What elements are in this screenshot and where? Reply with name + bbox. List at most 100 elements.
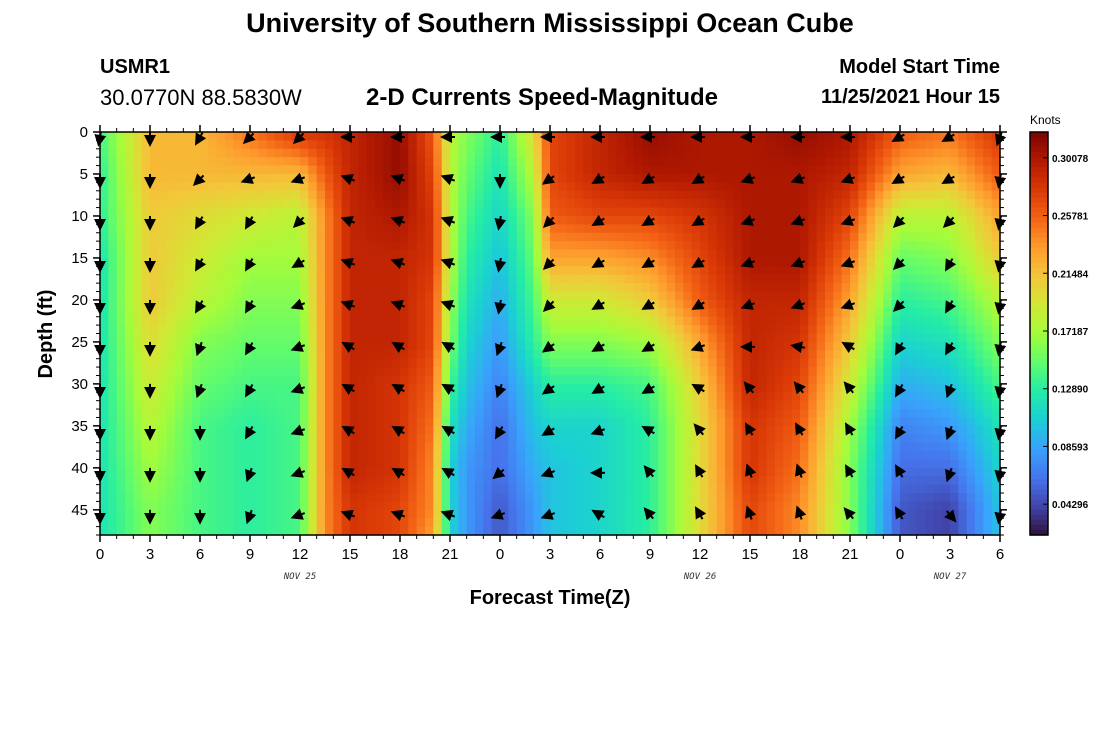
heatmap-cell [633, 434, 643, 444]
heatmap-cell [400, 493, 409, 503]
heatmap-cell [700, 182, 709, 192]
heatmap-cell [175, 266, 184, 276]
heatmap-cell [350, 308, 359, 318]
heatmap-cell [166, 148, 176, 158]
heatmap-cell [200, 425, 209, 435]
heatmap-cell [508, 325, 518, 335]
heatmap-cell [475, 249, 484, 259]
heatmap-cell [200, 291, 209, 301]
heatmap-cell [658, 417, 668, 427]
heatmap-cell [458, 358, 468, 368]
heatmap-cell [758, 358, 768, 368]
heatmap-cell [433, 257, 443, 267]
heatmap-cell [508, 173, 518, 183]
heatmap-cell [675, 417, 684, 427]
heatmap-cell [750, 451, 759, 461]
heatmap-cell [958, 241, 968, 251]
heatmap-cell [141, 484, 151, 494]
heatmap-cell [650, 291, 659, 301]
heatmap-cell [216, 157, 226, 167]
heatmap-cell [375, 232, 384, 242]
heatmap-cell [375, 417, 384, 427]
heatmap-cell [100, 451, 109, 461]
heatmap-cell [383, 274, 393, 284]
heatmap-cell [700, 249, 709, 259]
heatmap-cell [983, 232, 993, 242]
heatmap-cell [616, 283, 626, 293]
heatmap-cell [558, 215, 568, 225]
heatmap-cell [658, 484, 668, 494]
heatmap-cell [966, 459, 976, 469]
heatmap-cell [525, 501, 534, 511]
heatmap-cell [425, 341, 434, 351]
heatmap-cell [700, 451, 709, 461]
heatmap-cell [725, 199, 734, 209]
heatmap-cell [875, 467, 884, 477]
heatmap-cell [966, 232, 976, 242]
heatmap-cell [341, 367, 351, 377]
heatmap-cell [908, 476, 918, 486]
heatmap-cell [650, 484, 659, 494]
heatmap-cell [775, 207, 784, 217]
heatmap-cell [633, 325, 643, 335]
heatmap-cell [975, 392, 984, 402]
heatmap-cell [233, 451, 243, 461]
heatmap-cell [441, 241, 451, 251]
heatmap-cell [466, 173, 476, 183]
heatmap-cell [866, 165, 876, 175]
heatmap-cell [966, 325, 976, 335]
heatmap-cell [600, 442, 609, 452]
heatmap-cell [366, 493, 376, 503]
heatmap-cell [941, 308, 951, 318]
heatmap-cell [950, 274, 959, 284]
heatmap-cell [675, 199, 684, 209]
heatmap-cell [383, 148, 393, 158]
heatmap-cell [991, 493, 1001, 503]
heatmap-cell [341, 409, 351, 419]
heatmap-cell [583, 207, 593, 217]
heatmap-cell [258, 518, 268, 528]
heatmap-cell [666, 148, 676, 158]
heatmap-cell [825, 493, 834, 503]
heatmap-cell [850, 299, 859, 309]
heatmap-cell [341, 459, 351, 469]
heatmap-cell [575, 501, 584, 511]
heatmap-cell [966, 165, 976, 175]
heatmap-cell [491, 249, 501, 259]
heatmap-cell [266, 140, 276, 150]
heatmap-cell [350, 316, 359, 326]
heatmap-cell [966, 501, 976, 511]
heatmap-cell [775, 232, 784, 242]
heatmap-cell [483, 375, 493, 385]
heatmap-cell [566, 501, 576, 511]
heatmap-cell [850, 283, 859, 293]
heatmap-cell [883, 333, 893, 343]
heatmap-cell [683, 316, 693, 326]
heatmap-cell [233, 148, 243, 158]
heatmap-cell [866, 274, 876, 284]
heatmap-cell [591, 493, 601, 503]
heatmap-cell [458, 199, 468, 209]
heatmap-cell [958, 299, 968, 309]
heatmap-cell [658, 157, 668, 167]
heatmap-cell [941, 148, 951, 158]
heatmap-cell [258, 165, 268, 175]
heatmap-cell [816, 350, 826, 360]
heatmap-cell [308, 182, 318, 192]
heatmap-cell [925, 308, 934, 318]
heatmap-cell [283, 182, 293, 192]
heatmap-cell [775, 341, 784, 351]
heatmap-cell [191, 266, 201, 276]
heatmap-cell [741, 207, 751, 217]
heatmap-cell [575, 266, 584, 276]
heatmap-cell [500, 434, 509, 444]
heatmap-cell [208, 341, 218, 351]
heatmap-cell [691, 484, 701, 494]
heatmap-cell [150, 283, 159, 293]
heatmap-cell [200, 325, 209, 335]
heatmap-cell [375, 207, 384, 217]
heatmap-cell [225, 190, 234, 200]
heatmap-cell [850, 249, 859, 259]
heatmap-cell [133, 409, 143, 419]
heatmap-cell [950, 459, 959, 469]
